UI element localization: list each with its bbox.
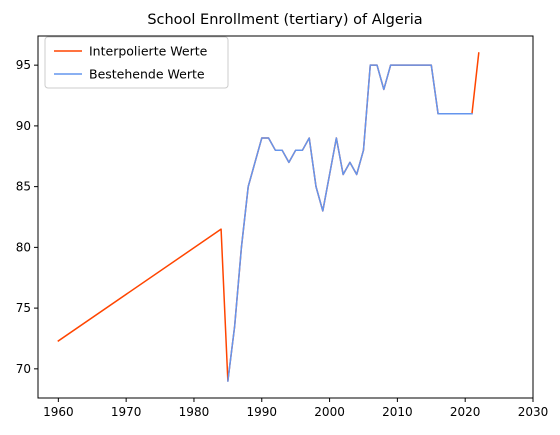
y-tick-label: 80 <box>16 240 31 254</box>
x-axis: 1960 1970 1980 1990 2000 2010 2020 2030 <box>43 398 548 419</box>
y-tick-label: 70 <box>16 362 31 376</box>
y-axis: 70 75 80 85 90 95 <box>16 58 38 376</box>
x-tick-label: 2020 <box>450 405 481 419</box>
y-tick-label: 75 <box>16 301 31 315</box>
legend: Interpolierte Werte Bestehende Werte <box>44 36 229 89</box>
y-tick-label: 85 <box>16 180 31 194</box>
plot-area-frame <box>37 35 534 399</box>
x-tick-label: 2030 <box>518 405 549 419</box>
x-tick-label: 2000 <box>314 405 345 419</box>
legend-label-interpolated: Interpolierte Werte <box>89 44 208 59</box>
chart-title: School Enrollment (tertiary) of Algeria <box>147 12 422 28</box>
x-tick-label: 1970 <box>111 405 142 419</box>
series-layer <box>57 52 480 382</box>
y-tick-label: 95 <box>16 58 31 72</box>
y-tick-label: 90 <box>16 119 31 133</box>
x-tick-label: 1990 <box>246 405 277 419</box>
legend-label-existing: Bestehende Werte <box>89 67 205 82</box>
series-line-interpolated <box>57 52 480 382</box>
x-tick-label: 2010 <box>382 405 413 419</box>
x-tick-label: 1960 <box>43 405 74 419</box>
legend-frame <box>44 36 229 89</box>
series-line-existing <box>227 64 473 382</box>
x-tick-label: 1980 <box>179 405 210 419</box>
